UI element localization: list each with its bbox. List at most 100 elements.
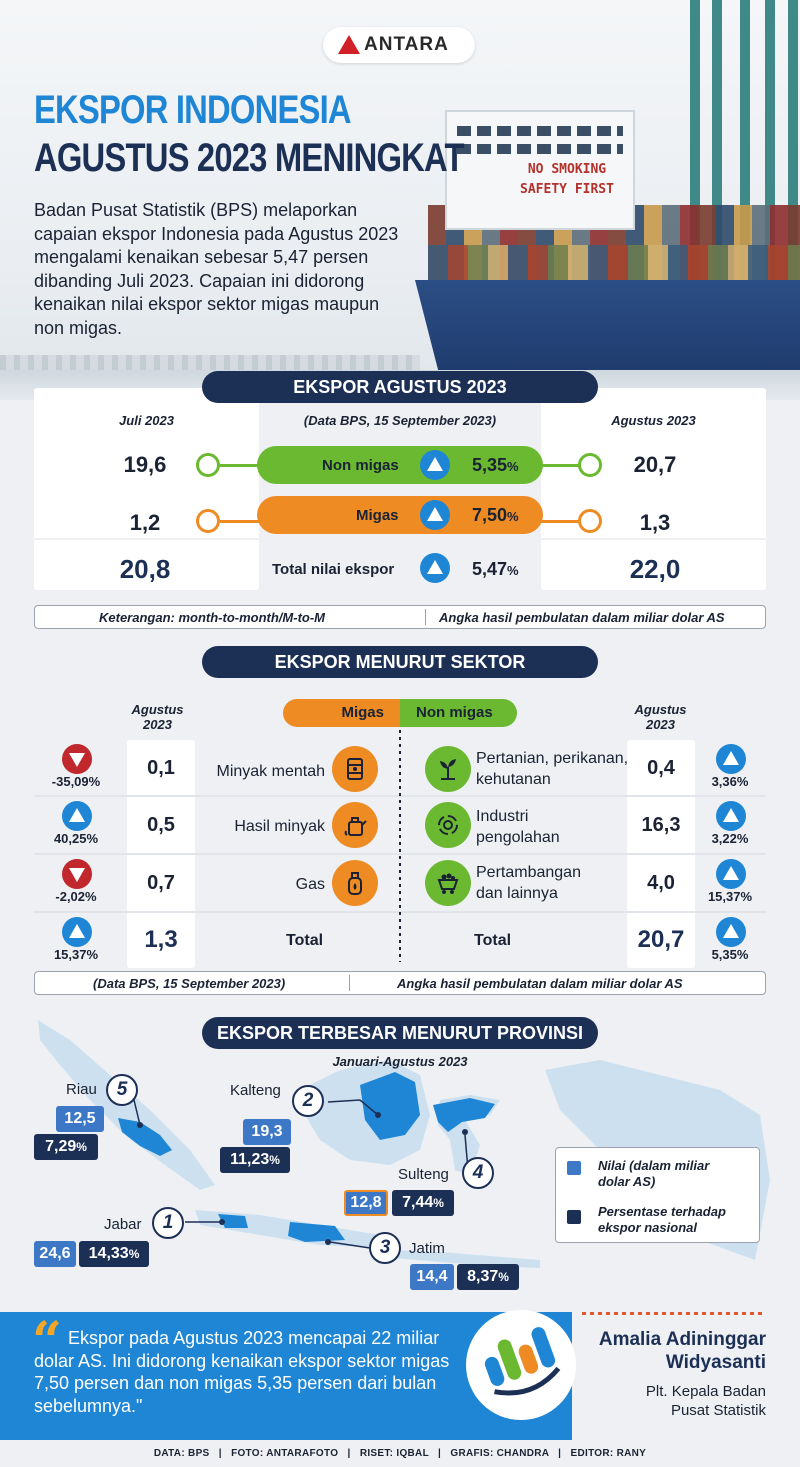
migas-value: 0,1 bbox=[147, 757, 175, 779]
section-title-sektor: EKSPOR MENURUT SEKTOR bbox=[202, 646, 598, 678]
nonmigas-total-label: Total bbox=[474, 932, 512, 949]
pct-change: -2,02% bbox=[55, 889, 97, 904]
nonmigas-label: Non migas bbox=[322, 457, 399, 474]
crane-leg bbox=[712, 0, 722, 360]
intro-paragraph: Badan Pusat Statistik (BPS) melaporkan c… bbox=[34, 200, 399, 338]
page-title-line1: EKSPOR INDONESIA bbox=[34, 88, 352, 132]
tab-migas: Migas bbox=[283, 699, 400, 727]
province-label: Kalteng bbox=[230, 1082, 281, 1099]
pct-change: 5,35% bbox=[711, 947, 749, 962]
provinsi-subtitle: Januari-Agustus 2023 bbox=[332, 1054, 468, 1069]
migas-total-value: 1,3 bbox=[144, 926, 178, 953]
migas-value: 0,5 bbox=[147, 814, 175, 836]
migas-total-label: Total bbox=[286, 932, 324, 949]
pct-change: 15,37% bbox=[707, 889, 753, 904]
gas-bottle-icon bbox=[332, 860, 378, 906]
quote-mark-icon: “ bbox=[32, 1311, 62, 1372]
pct-unit: % bbox=[507, 509, 519, 524]
province-label: Riau bbox=[66, 1081, 97, 1098]
crane-leg bbox=[765, 0, 775, 360]
note-left: (Data BPS, 15 September 2023) bbox=[93, 976, 286, 991]
july-card bbox=[34, 388, 259, 590]
up-arrow-icon bbox=[716, 744, 746, 774]
rank-badge: 1 bbox=[152, 1207, 184, 1239]
nonmigas-aug-value: 20,7 bbox=[633, 452, 677, 477]
down-arrow-icon bbox=[62, 744, 92, 774]
ship-sign: NO SMOKING bbox=[527, 162, 607, 177]
sector-label: Pertanian, perikanan, kehutanan bbox=[476, 750, 629, 788]
map-legend bbox=[555, 1147, 760, 1243]
total-aug-value: 22,0 bbox=[629, 554, 681, 584]
nonmigas-total-value: 20,7 bbox=[637, 926, 685, 953]
speaker-role: Plt. Kepala Badan Pusat Statistik bbox=[645, 1383, 766, 1419]
note-right: Angka hasil pembulatan dalam miliar dola… bbox=[439, 610, 725, 625]
pct-unit: % bbox=[507, 459, 519, 474]
sector-label: Minyak mentah bbox=[216, 763, 326, 780]
migas-value: 0,7 bbox=[147, 872, 175, 894]
nonmigas-value: 4,0 bbox=[647, 872, 675, 894]
migas-july-value: 1,2 bbox=[129, 510, 161, 535]
up-arrow-icon bbox=[420, 500, 450, 530]
bps-logo bbox=[466, 1310, 576, 1420]
nonmigas-value: 0,4 bbox=[647, 757, 675, 779]
legend-swatch-value bbox=[567, 1161, 581, 1175]
speaker-panel bbox=[572, 1312, 800, 1440]
up-arrow-icon bbox=[420, 450, 450, 480]
total-pct: 5,47% bbox=[472, 559, 519, 580]
up-arrow-icon bbox=[420, 553, 450, 583]
pct-change: -35,09% bbox=[51, 774, 101, 789]
province-label: Jabar bbox=[104, 1216, 142, 1233]
value-badge: 14,4 bbox=[410, 1264, 454, 1290]
total-july-value: 20,8 bbox=[119, 554, 171, 584]
antara-logo-text: ANTARA bbox=[364, 34, 449, 55]
connector-line bbox=[220, 520, 270, 523]
connector-line bbox=[530, 520, 590, 523]
pct-badge: 14,33% bbox=[79, 1241, 149, 1267]
pct-value: 5,35 bbox=[472, 455, 508, 475]
down-arrow-icon bbox=[62, 859, 92, 889]
up-arrow-icon bbox=[716, 801, 746, 831]
pct-change: 3,22% bbox=[711, 831, 749, 846]
value-badge: 12,8 bbox=[344, 1190, 388, 1216]
legend-value-label: Nilai (dalam miliar dolar AS) bbox=[598, 1158, 710, 1189]
section-title-ekspor-agustus: EKSPOR AGUSTUS 2023 bbox=[202, 371, 598, 403]
note-box: Keterangan: month-to-month/M-to-M Angka … bbox=[34, 605, 766, 629]
total-label: Total nilai ekspor bbox=[272, 561, 395, 578]
mine-cart-icon bbox=[425, 860, 471, 906]
migas-pct: 7,50% bbox=[472, 505, 519, 526]
column-head-left: Agustus 2023 bbox=[131, 702, 184, 732]
pct-badge: 7,44% bbox=[392, 1190, 454, 1216]
migas-bar bbox=[257, 496, 543, 534]
ring-marker bbox=[578, 509, 602, 533]
province-label: Jatim bbox=[409, 1240, 445, 1257]
data-source-note: (Data BPS, 15 September 2023) bbox=[303, 413, 497, 428]
up-arrow-icon bbox=[62, 801, 92, 831]
tab-nonmigas: Non migas bbox=[400, 699, 517, 727]
column-head-july: Juli 2023 bbox=[119, 413, 174, 428]
pct-change: 15,37% bbox=[53, 947, 99, 962]
credits-footer: DATA: BPS | FOTO: ANTARAFOTO | RISET: IQ… bbox=[0, 1440, 800, 1467]
value-badge: 24,6 bbox=[34, 1241, 76, 1267]
province-label: Sulteng bbox=[398, 1166, 449, 1183]
up-arrow-icon bbox=[62, 917, 92, 947]
rank-badge: 2 bbox=[292, 1085, 324, 1117]
migas-aug-value: 1,3 bbox=[639, 510, 671, 535]
migas-label: Migas bbox=[356, 507, 399, 524]
august-card bbox=[541, 388, 766, 590]
recycle-gear-icon bbox=[425, 802, 471, 848]
divider bbox=[34, 538, 766, 540]
sector-label: Hasil minyak bbox=[234, 818, 325, 835]
speaker-name: Amalia Adininggar Widyasanti bbox=[598, 1329, 766, 1373]
note-left: Keterangan: month-to-month/M-to-M bbox=[99, 610, 326, 625]
value-badge: 19,3 bbox=[243, 1119, 291, 1145]
crane-leg bbox=[690, 0, 700, 360]
nonmigas-bar bbox=[257, 446, 543, 484]
rank-badge: 3 bbox=[369, 1232, 401, 1264]
pct-change: 40,25% bbox=[53, 831, 99, 846]
connector-line bbox=[530, 464, 590, 467]
nonmigas-july-value: 19,6 bbox=[123, 452, 167, 477]
note-box: (Data BPS, 15 September 2023) Angka hasi… bbox=[34, 971, 766, 995]
note-right: Angka hasil pembulatan dalam miliar dola… bbox=[397, 976, 683, 991]
oil-barrel-icon bbox=[332, 746, 378, 792]
